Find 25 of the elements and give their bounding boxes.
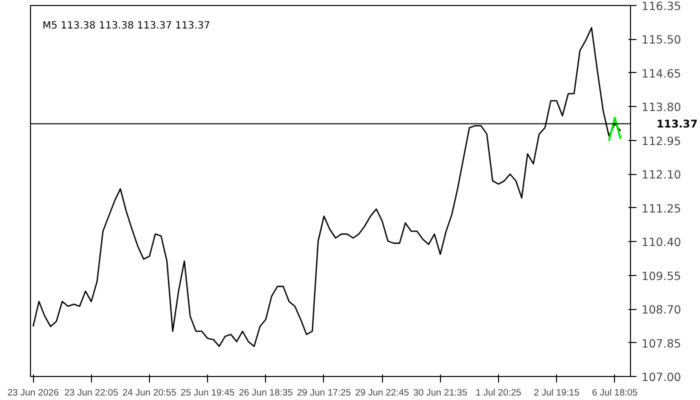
x-tick-label: 29 Jun 22:45 [355, 388, 410, 398]
y-tick-label: 112.95 [642, 134, 682, 148]
y-tick-label: 107.85 [642, 336, 682, 350]
text: M5 113.38 113.38 113.37 113.37 [42, 20, 210, 32]
y-tick-label: 116.35 [642, 0, 682, 13]
y-tick-label: 109.55 [642, 268, 682, 283]
x-tick-label: 24 Jun 20:55 [122, 388, 176, 398]
y-tick-label: 107.00 [642, 370, 682, 384]
y-tick-label: 113.80 [642, 100, 682, 114]
y-tick-label: 108.70 [642, 302, 682, 317]
y-tick-label: 110.40 [642, 235, 682, 250]
x-tick-label: 23 Jun 22:05 [64, 388, 118, 398]
y-tick-label: 115.50 [642, 32, 682, 47]
x-tick-label: 30 Jun 21:35 [413, 388, 468, 398]
y-tick-label: 111.25 [642, 201, 682, 216]
x-tick-label: 26 Jun 18:35 [238, 388, 293, 398]
y-tick-label: 114.65 [642, 66, 682, 80]
ref-line-label: 113.37 [656, 118, 698, 131]
x-tick-label: 25 Jun 19:45 [180, 388, 235, 398]
x-tick-label: 29 Jun 17:25 [296, 388, 351, 398]
x-tick-label: 23 Jun 2026 [7, 388, 59, 398]
x-tick-label: 6 Jul 18:05 [592, 388, 638, 398]
y-tick-label: 112.10 [642, 168, 682, 182]
x-tick-label: 2 Jul 19:15 [534, 388, 580, 398]
x-tick-label: 1 Jul 20:25 [476, 388, 522, 398]
